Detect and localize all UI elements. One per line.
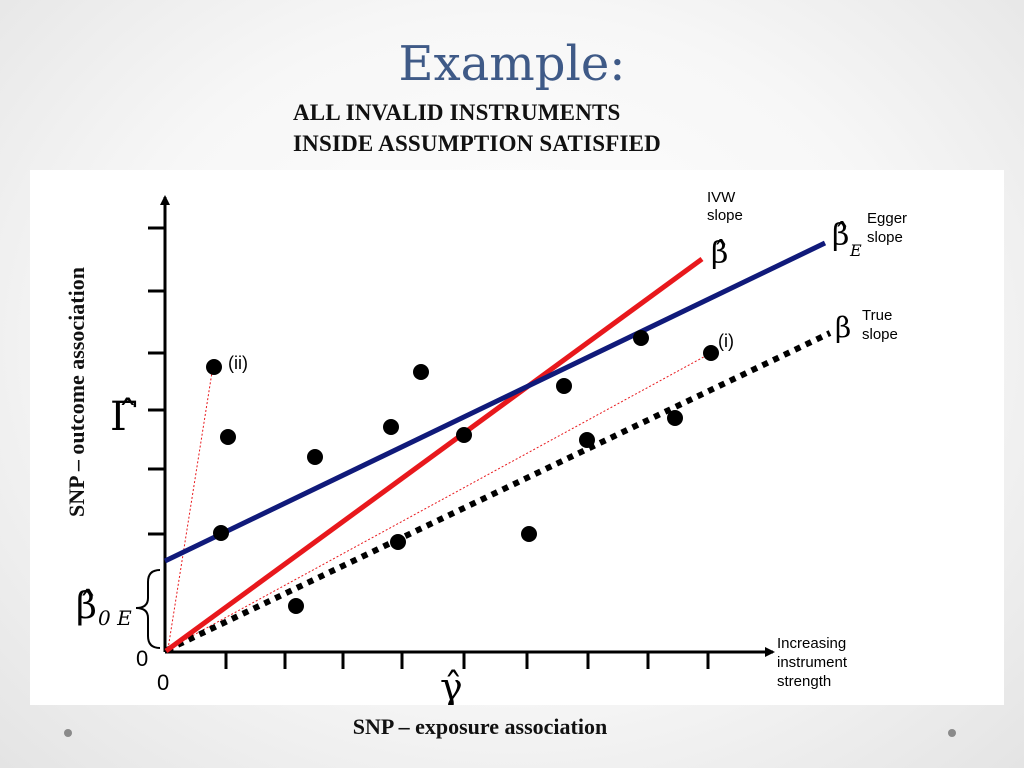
origin-x-label: 0 [157,670,169,695]
y-axis-title: SNP – outcome association [64,267,89,517]
data-point [667,410,683,426]
guide-line-i [167,352,712,650]
gamma-hat-x-symbol: γ̂ [440,665,463,705]
data-point [307,449,323,465]
data-point [288,598,304,614]
egger-label-line-2: slope [867,229,903,246]
subtitle-line-1: ALL INVALID INSTRUMENTS [293,100,621,125]
egger-beta-symbol: β̂ [832,218,849,253]
intercept-brace [135,569,161,649]
x-axis-ticks [224,652,710,669]
ivw-beta-symbol: β̂ [711,236,728,271]
true-slope-line [165,330,832,653]
intercept-subscript: 0 E [98,606,132,630]
egger-beta-subscript: E [849,241,862,260]
point-label-ii: (ii) [228,353,248,373]
ivw-slope-line [164,256,704,654]
x-direction-label-line-2: instrument [777,654,848,671]
figure-panel: (ii) (i) IVW slope β̂ β̂ E Egger slope β… [30,170,1004,705]
ivw-label-line-1: IVW [707,189,736,206]
data-point [390,534,406,550]
data-point [413,364,429,380]
true-beta-symbol: β [835,311,851,344]
mr-egger-diagram: (ii) (i) IVW slope β̂ β̂ E Egger slope β… [76,189,907,705]
true-label-line-1: True [862,307,892,324]
data-point [456,427,472,443]
ivw-label-line-2: slope [707,207,743,224]
x-axis-title: SNP – exposure association [352,714,608,739]
guide-line-ii [167,365,214,650]
egger-label-line-1: Egger [867,210,907,227]
data-point [383,419,399,435]
nav-next-dot[interactable] [948,729,956,737]
data-points [206,330,719,614]
subtitle-line-2: INSIDE ASSUMPTION SATISFIED [293,131,661,156]
origin-y-label: 0 [136,646,148,671]
point-label-i: (i) [718,331,734,351]
data-point [633,330,649,346]
data-point [213,525,229,541]
data-point [579,432,595,448]
data-point [521,526,537,542]
nav-previous-dot[interactable] [64,729,72,737]
y-axis-ticks [148,226,165,536]
data-point [206,359,222,375]
true-label-line-2: slope [862,326,898,343]
x-direction-label-line-3: strength [777,673,831,690]
data-point [703,345,719,361]
data-point [556,378,572,394]
slide-title: Example: [398,36,626,92]
egger-slope-line [163,240,827,564]
x-direction-label-line-1: Increasing [777,635,846,652]
intercept-beta-symbol: β̂ [76,586,97,627]
data-point [220,429,236,445]
gamma-hat-y-symbol: Γ̂ [110,394,138,440]
